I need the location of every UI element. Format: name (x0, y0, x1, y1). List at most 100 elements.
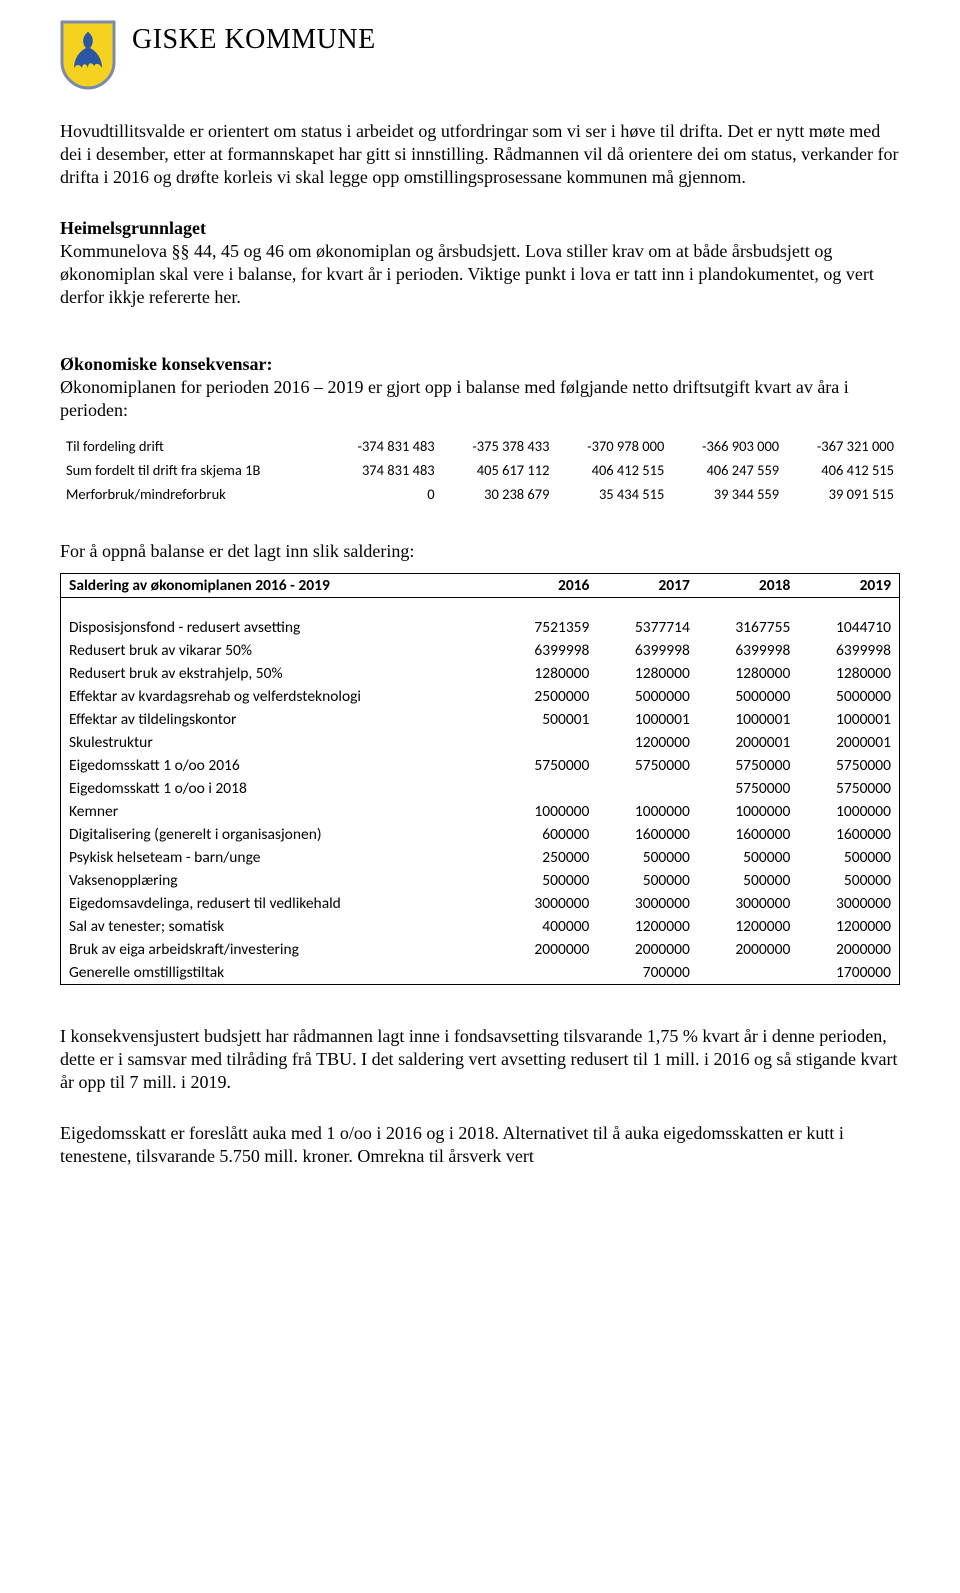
cell-value: 406 247 559 (670, 458, 785, 482)
cell-value: 1044710 (798, 616, 899, 639)
row-label: Effektar av kvardagsrehab og velferdstek… (61, 685, 497, 708)
cell-value: 6399998 (597, 639, 697, 662)
table-row: Eigedomsavdelinga, redusert til vedlikeh… (61, 892, 900, 915)
cell-value: -367 321 000 (785, 434, 900, 458)
row-label: Vaksenopplæring (61, 869, 497, 892)
cell-value: 5750000 (497, 754, 597, 777)
cell-value: 1000000 (497, 800, 597, 823)
table-row: Disposisjonsfond - redusert avsetting752… (61, 616, 900, 639)
row-label: Generelle omstilligstiltak (61, 961, 497, 985)
cell-value: 2000000 (497, 938, 597, 961)
cell-value: 500000 (597, 846, 697, 869)
cell-value (497, 731, 597, 754)
row-label: Effektar av tildelingskontor (61, 708, 497, 731)
cell-value: 500000 (497, 869, 597, 892)
cell-value: 1200000 (597, 731, 697, 754)
row-label: Digitalisering (generelt i organisasjone… (61, 823, 497, 846)
cell-value: 7521359 (497, 616, 597, 639)
cell-value: 600000 (497, 823, 597, 846)
table-row: Eigedomsskatt 1 o/oo i 2018 5750000575000… (61, 777, 900, 800)
cell-value: -370 978 000 (555, 434, 670, 458)
cell-value: 2000001 (698, 731, 798, 754)
cell-value: 500000 (698, 869, 798, 892)
row-label: Redusert bruk av vikarar 50% (61, 639, 497, 662)
row-label: Sal av tenester; somatisk (61, 915, 497, 938)
row-label: Disposisjonsfond - redusert avsetting (61, 616, 497, 639)
balance-intro: For å oppnå balanse er det lagt inn slik… (60, 540, 900, 563)
crest-icon (60, 20, 116, 90)
cell-value: 1280000 (597, 662, 697, 685)
cell-value: 400000 (497, 915, 597, 938)
table-row: Bruk av eiga arbeidskraft/investering200… (61, 938, 900, 961)
table-row: Generelle omstilligstiltak7000001700000 (61, 961, 900, 985)
row-label: Skulestruktur (61, 731, 497, 754)
cell-value: 5750000 (798, 754, 899, 777)
cell-value: 6399998 (698, 639, 798, 662)
cell-value: 1700000 (798, 961, 899, 985)
cell-value: 2500000 (497, 685, 597, 708)
okon-body: Økonomiplanen for perioden 2016 – 2019 e… (60, 377, 849, 420)
cell-value: 5750000 (698, 754, 798, 777)
drift-table: Til fordeling drift-374 831 483-375 378 … (60, 434, 900, 506)
table-row: Sum fordelt til drift fra skjema 1B374 8… (60, 458, 900, 482)
cell-value: 5750000 (798, 777, 899, 800)
table-row: Kemner1000000100000010000001000000 (61, 800, 900, 823)
cell-value: 6399998 (798, 639, 899, 662)
cell-value: 406 412 515 (555, 458, 670, 482)
paragraph-intro: Hovudtillitsvalde er orientert om status… (60, 120, 900, 189)
cell-value: 500000 (798, 846, 899, 869)
cell-value: 1200000 (698, 915, 798, 938)
cell-value: 3167755 (698, 616, 798, 639)
cell-value: 5750000 (597, 754, 697, 777)
cell-value: 1200000 (798, 915, 899, 938)
cell-value: 1000001 (597, 708, 697, 731)
cell-value: 1280000 (698, 662, 798, 685)
saldering-table: Saldering av økonomiplanen 2016 - 2019 2… (60, 573, 900, 985)
cell-value: 500000 (597, 869, 697, 892)
cell-value: 5750000 (698, 777, 798, 800)
table-row: Merforbruk/mindreforbruk030 238 67935 43… (60, 482, 900, 506)
heimel-body: Kommunelova §§ 44, 45 og 46 om økonomipl… (60, 241, 874, 307)
cell-value: 2000000 (798, 938, 899, 961)
row-label: Sum fordelt til drift fra skjema 1B (60, 458, 326, 482)
cell-value: 1000000 (798, 800, 899, 823)
saldering-year-4: 2019 (798, 574, 899, 598)
cell-value: 406 412 515 (785, 458, 900, 482)
cell-value: 1600000 (597, 823, 697, 846)
document-header: GISKE KOMMUNE (60, 20, 900, 90)
table-row: Vaksenopplæring500000500000500000500000 (61, 869, 900, 892)
saldering-year-3: 2018 (698, 574, 798, 598)
heimel-title: Heimelsgrunnlaget (60, 218, 206, 238)
table-row: Redusert bruk av ekstrahjelp, 50%1280000… (61, 662, 900, 685)
row-label: Eigedomsskatt 1 o/oo i 2018 (61, 777, 497, 800)
row-label: Bruk av eiga arbeidskraft/investering (61, 938, 497, 961)
table-row: Digitalisering (generelt i organisasjone… (61, 823, 900, 846)
cell-value: 1000001 (698, 708, 798, 731)
cell-value (698, 961, 798, 985)
cell-value: 1000000 (597, 800, 697, 823)
saldering-title: Saldering av økonomiplanen 2016 - 2019 (61, 574, 497, 598)
cell-value: 3000000 (798, 892, 899, 915)
org-name: GISKE KOMMUNE (132, 24, 376, 56)
table-row: Redusert bruk av vikarar 50%639999863999… (61, 639, 900, 662)
cell-value: 1200000 (597, 915, 697, 938)
table-row: Effektar av kvardagsrehab og velferdstek… (61, 685, 900, 708)
row-label: Merforbruk/mindreforbruk (60, 482, 326, 506)
cell-value: 30 238 679 (441, 482, 556, 506)
paragraph-after-2: Eigedomsskatt er foreslått auka med 1 o/… (60, 1122, 900, 1168)
table-row: Eigedomsskatt 1 o/oo 2016575000057500005… (61, 754, 900, 777)
cell-value: 1600000 (698, 823, 798, 846)
okon-title: Økonomiske konsekvensar: (60, 354, 273, 374)
table-row: Psykisk helseteam - barn/unge25000050000… (61, 846, 900, 869)
section-okon: Økonomiske konsekvensar: Økonomiplanen f… (60, 353, 900, 422)
row-label: Psykisk helseteam - barn/unge (61, 846, 497, 869)
table-row: Skulestruktur120000020000012000001 (61, 731, 900, 754)
cell-value: 5377714 (597, 616, 697, 639)
cell-value: 5000000 (698, 685, 798, 708)
saldering-year-2: 2017 (597, 574, 697, 598)
cell-value: 1280000 (798, 662, 899, 685)
cell-value (497, 777, 597, 800)
cell-value: 35 434 515 (555, 482, 670, 506)
cell-value: 1280000 (497, 662, 597, 685)
cell-value: 1000001 (798, 708, 899, 731)
